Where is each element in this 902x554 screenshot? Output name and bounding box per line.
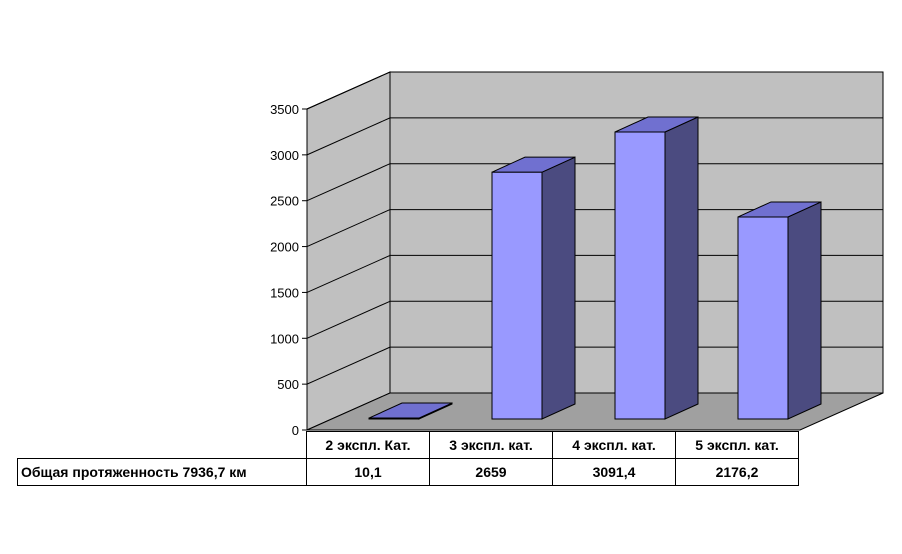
value-cell: 10,1 [306, 458, 430, 486]
table-header-row: 2 экспл. Кат. 3 экспл. кат. 4 экспл. кат… [18, 431, 799, 459]
category-header: 5 экспл. кат. [675, 431, 799, 459]
bar-side [541, 156, 576, 420]
value-cell: 2659 [429, 458, 553, 486]
y-tick-label: 1000 [270, 331, 299, 346]
bar-front [737, 216, 789, 420]
gridline [306, 117, 391, 156]
bar-front [614, 131, 666, 420]
bar-top [737, 201, 822, 218]
gridline [306, 71, 391, 110]
y-tick-label: 2500 [270, 194, 299, 209]
bar-top [491, 156, 576, 173]
gridline [306, 254, 391, 293]
bar-top [614, 116, 699, 133]
y-tick-label: 1500 [270, 285, 299, 300]
table-row: Общая протяженность 7936,7 км 10,1 2659 … [17, 458, 799, 486]
y-tick-label: 0 [292, 423, 299, 438]
gridline [306, 300, 391, 339]
category-header: 3 экспл. кат. [429, 431, 553, 459]
bar [614, 116, 699, 420]
bar-side [664, 116, 699, 420]
y-tick-label: 3000 [270, 148, 299, 163]
gridline [306, 163, 391, 202]
bar [368, 402, 453, 420]
category-header: 4 экспл. кат. [552, 431, 676, 459]
bar [491, 156, 576, 420]
bar-front [491, 171, 543, 420]
y-tick-label: 2000 [270, 240, 299, 255]
y-tick-label: 500 [277, 377, 299, 392]
category-header: 2 экспл. Кат. [306, 431, 430, 459]
table-corner [18, 432, 307, 459]
series-name: Общая протяженность 7936,7 км [17, 458, 307, 486]
value-cell: 3091,4 [552, 458, 676, 486]
gridline [306, 346, 391, 385]
bar [737, 201, 822, 420]
bar-top [368, 402, 453, 419]
data-table: 2 экспл. Кат. 3 экспл. кат. 4 экспл. кат… [17, 431, 799, 486]
y-tick-label: 3500 [270, 102, 299, 117]
y-axis: 0 500 1000 1500 2000 2500 3000 3500 [270, 102, 308, 438]
bar-side [787, 201, 822, 420]
bars [368, 116, 822, 420]
gridline [306, 209, 391, 248]
side-wall [306, 71, 391, 431]
value-cell: 2176,2 [675, 458, 799, 486]
